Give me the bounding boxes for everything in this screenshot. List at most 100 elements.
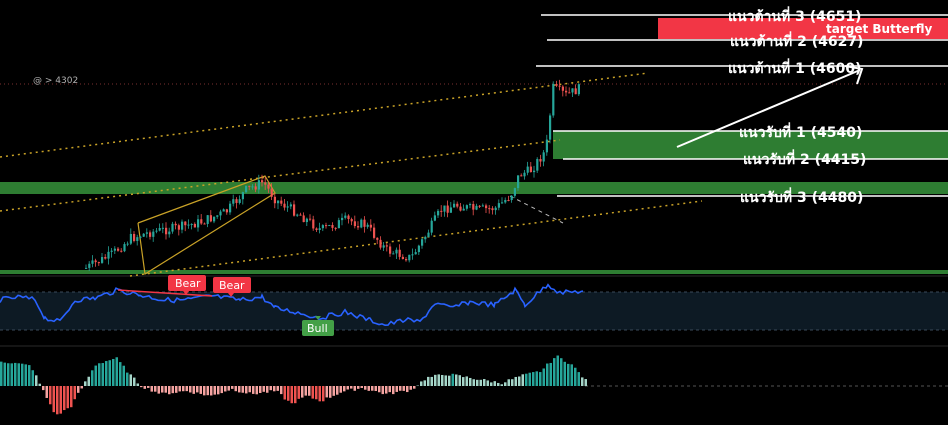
- candle-body: [85, 267, 88, 269]
- histogram-bar: [122, 365, 125, 386]
- candle-body: [289, 204, 292, 207]
- histogram-bar: [577, 372, 580, 386]
- histogram-bar: [7, 363, 10, 386]
- candle-body: [465, 205, 468, 209]
- histogram-bar: [388, 386, 391, 393]
- histogram-bar: [318, 386, 321, 402]
- candle-body: [286, 206, 289, 208]
- candle-body: [510, 195, 513, 201]
- resistance-label-2: แนวต้านที่ 2 (4627): [730, 31, 863, 50]
- price-readout: @ > 4302: [33, 76, 78, 86]
- histogram-bar: [339, 386, 342, 393]
- bear-tag-2-label: Bear: [219, 279, 245, 292]
- histogram-bar: [59, 386, 62, 414]
- histogram-bar: [448, 375, 451, 386]
- histogram-bar: [574, 367, 577, 386]
- histogram-bar: [192, 386, 195, 394]
- bear-tag-2: Bear: [213, 277, 251, 297]
- candle-body: [91, 260, 94, 264]
- candle-body: [88, 263, 91, 268]
- histogram-bar: [49, 386, 52, 405]
- candle-body: [385, 245, 388, 247]
- candle-body: [171, 223, 174, 232]
- target-label: target Butterfly: [826, 22, 933, 36]
- candle-body: [494, 207, 497, 211]
- histogram-bar: [367, 386, 370, 391]
- histogram-bar: [301, 386, 304, 398]
- histogram-bar: [479, 379, 482, 386]
- histogram-bar: [556, 355, 559, 386]
- candle-body: [430, 220, 433, 233]
- candle-body: [158, 227, 161, 231]
- histogram-bar: [476, 379, 479, 386]
- histogram-bar: [31, 370, 34, 386]
- candle-body: [440, 210, 443, 212]
- histogram-bar: [353, 386, 356, 391]
- histogram-bar: [206, 386, 209, 396]
- resistance-label-3: แนวต้านที่ 3 (4651): [728, 6, 861, 25]
- histogram-bar: [497, 382, 500, 386]
- candle-body: [376, 237, 379, 240]
- candle-body: [353, 221, 356, 227]
- candle-body: [571, 88, 574, 93]
- candle-body: [97, 262, 100, 264]
- histogram-bar: [472, 379, 475, 386]
- histogram-bar: [374, 386, 377, 392]
- histogram-bar: [325, 386, 328, 398]
- candle-body: [232, 199, 235, 204]
- histogram-bar: [52, 386, 55, 413]
- histogram-bar: [357, 386, 360, 389]
- histogram-bar: [280, 386, 283, 395]
- candle-body: [523, 172, 526, 177]
- candle-body: [94, 260, 97, 263]
- histogram-bar: [24, 364, 27, 386]
- histogram-bar: [266, 386, 269, 393]
- candle-body: [225, 209, 228, 213]
- candle-body: [485, 205, 488, 209]
- histogram-bar: [21, 363, 24, 386]
- histogram-bar: [430, 376, 433, 386]
- rsi-band: [0, 292, 948, 330]
- histogram-bar: [371, 386, 374, 391]
- histogram-bar: [66, 386, 69, 409]
- candle-body: [475, 205, 478, 210]
- candle-body: [427, 232, 430, 237]
- candle-body: [350, 219, 353, 222]
- support-label-2: แนวรับที่ 2 (4415): [743, 149, 866, 168]
- histogram-bar: [157, 386, 160, 394]
- candle-body: [190, 223, 193, 225]
- histogram-bar: [248, 386, 251, 393]
- candle-body: [280, 200, 283, 204]
- candle-body: [497, 203, 500, 208]
- candle-body: [520, 175, 523, 177]
- histogram-bar: [465, 376, 468, 386]
- histogram-bar: [434, 374, 437, 386]
- candle-body: [302, 215, 305, 223]
- histogram-bar: [203, 386, 206, 396]
- bull-tag-label: Bull: [307, 322, 328, 335]
- histogram-bar: [560, 358, 563, 386]
- candle-body: [277, 200, 280, 204]
- histogram-bar: [315, 386, 318, 400]
- candle-body: [501, 202, 504, 204]
- histogram-bar: [525, 373, 528, 386]
- candle-body: [565, 90, 568, 93]
- histogram-bar: [283, 386, 286, 400]
- candle-body: [373, 227, 376, 238]
- candle-body: [216, 215, 219, 217]
- resistance-label-1: แนวต้านที่ 1 (4600): [728, 58, 861, 77]
- histogram-bar: [399, 386, 402, 391]
- histogram-bar: [14, 362, 17, 386]
- histogram-bar: [45, 386, 48, 398]
- candle-body: [129, 233, 132, 244]
- candle-body: [507, 199, 510, 201]
- histogram-bar: [91, 370, 94, 386]
- histogram-bar: [535, 371, 538, 386]
- candle-body: [248, 185, 251, 187]
- candle-body: [379, 239, 382, 248]
- histogram-bar: [77, 386, 80, 393]
- histogram-bar: [220, 386, 223, 394]
- histogram-bar: [455, 374, 458, 386]
- histogram-bar: [185, 386, 188, 392]
- histogram-bar: [427, 376, 430, 386]
